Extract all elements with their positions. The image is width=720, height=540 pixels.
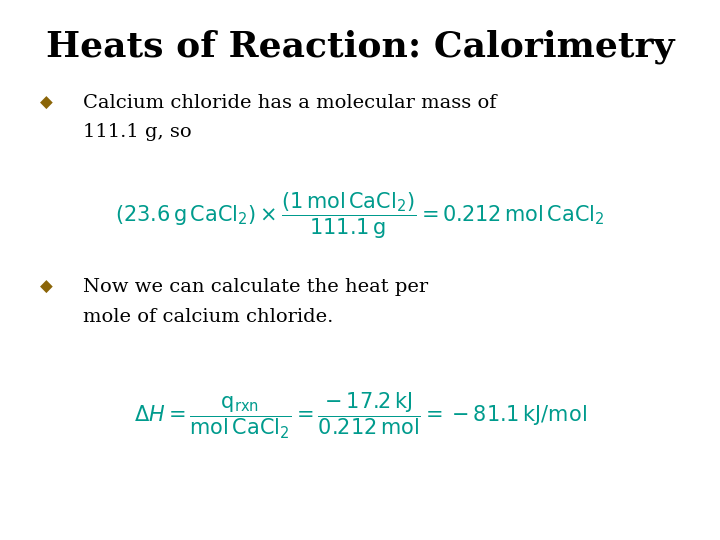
Text: $\Delta H = \dfrac{\mathrm{q_{rxn}}}{\mathrm{mol\,CaCl_2}}= \dfrac{-\,17.2\,\mat: $\Delta H = \dfrac{\mathrm{q_{rxn}}}{\ma… [133, 391, 587, 441]
Text: ◆: ◆ [40, 93, 53, 112]
Text: 111.1 g, so: 111.1 g, so [83, 123, 192, 141]
Text: mole of calcium chloride.: mole of calcium chloride. [83, 308, 333, 326]
Text: Now we can calculate the heat per: Now we can calculate the heat per [83, 278, 428, 296]
Text: Heats of Reaction: Calorimetry: Heats of Reaction: Calorimetry [46, 30, 674, 64]
Text: $(23.6\,\mathrm{g\,CaCl_2})\times\dfrac{(1\,\mathrm{mol\,CaCl_2})}{111.1\,\mathr: $(23.6\,\mathrm{g\,CaCl_2})\times\dfrac{… [115, 191, 605, 241]
Text: ◆: ◆ [40, 278, 53, 296]
Text: Calcium chloride has a molecular mass of: Calcium chloride has a molecular mass of [83, 93, 496, 112]
